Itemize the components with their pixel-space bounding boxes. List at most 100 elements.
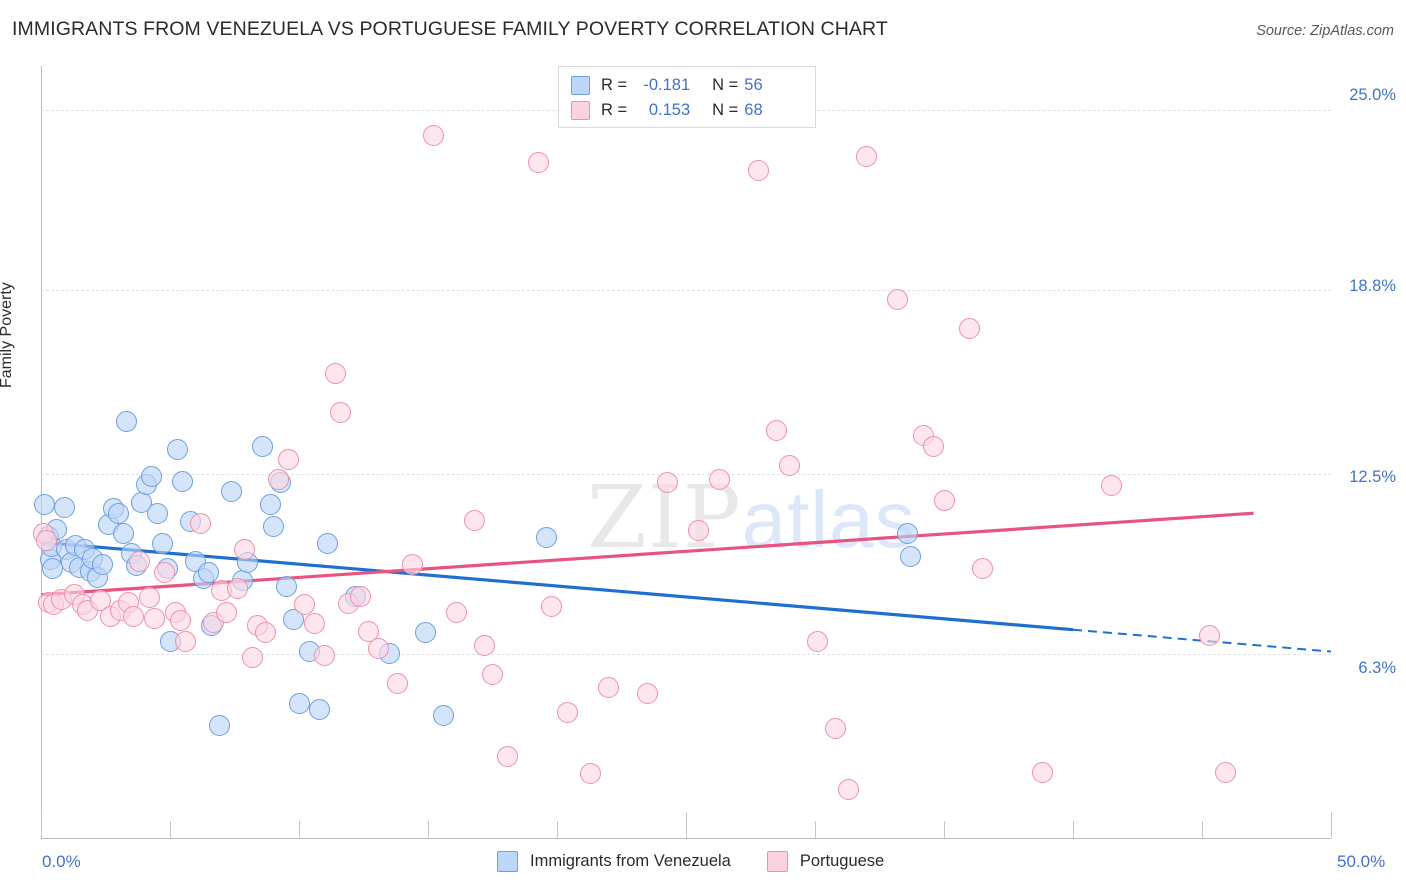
data-point-pink[interactable]: [636, 683, 658, 705]
data-point-pink[interactable]: [474, 635, 496, 657]
data-point-blue[interactable]: [283, 609, 305, 630]
y-axis-title: Family Poverty: [0, 282, 15, 388]
data-point-pink[interactable]: [778, 454, 800, 476]
y-tick-label-25: 25.0%: [1349, 86, 1396, 104]
plot-area: ZIPatlas: [33, 66, 1332, 838]
data-point-pink[interactable]: [293, 594, 315, 616]
data-point-pink[interactable]: [657, 472, 679, 494]
data-point-pink[interactable]: [856, 145, 878, 167]
data-point-pink[interactable]: [528, 151, 550, 173]
legend-item-portuguese[interactable]: Portuguese: [766, 851, 884, 872]
data-point-blue[interactable]: [260, 493, 282, 515]
data-point-pink[interactable]: [688, 520, 710, 542]
x-axis-max-label: 50.0%: [1337, 852, 1386, 871]
data-point-pink[interactable]: [386, 673, 408, 695]
data-point-pink[interactable]: [190, 512, 212, 534]
data-point-pink[interactable]: [556, 702, 578, 724]
data-point-blue[interactable]: [113, 523, 135, 545]
data-point-pink[interactable]: [329, 402, 351, 424]
trend-lines: [40, 511, 1332, 653]
data-point-blue[interactable]: [897, 523, 919, 545]
data-point-pink[interactable]: [314, 645, 336, 667]
data-point-pink[interactable]: [807, 630, 829, 652]
data-point-pink[interactable]: [278, 448, 300, 470]
data-point-pink[interactable]: [324, 362, 346, 384]
data-point-blue[interactable]: [899, 546, 921, 568]
data-point-pink[interactable]: [1214, 761, 1236, 783]
data-point-pink[interactable]: [368, 638, 390, 660]
data-point-blue[interactable]: [432, 705, 454, 727]
data-point-pink[interactable]: [234, 539, 256, 561]
data-point-pink[interactable]: [358, 620, 380, 642]
data-point-blue[interactable]: [167, 438, 189, 460]
data-point-blue[interactable]: [151, 533, 173, 555]
data-point-blue[interactable]: [172, 470, 194, 492]
x-tick-0: [41, 812, 42, 838]
data-point-pink[interactable]: [144, 607, 166, 629]
data-point-pink[interactable]: [242, 646, 264, 668]
data-point-blue[interactable]: [414, 622, 436, 644]
data-point-pink[interactable]: [1199, 625, 1221, 647]
x-tick-9: [1202, 821, 1203, 838]
data-point-blue[interactable]: [92, 553, 114, 575]
data-point-blue[interactable]: [107, 502, 129, 524]
data-point-blue[interactable]: [208, 715, 230, 737]
data-point-pink[interactable]: [933, 489, 955, 511]
data-point-pink[interactable]: [154, 562, 176, 584]
trendline-venezuela: [40, 540, 1074, 632]
data-point-pink[interactable]: [128, 550, 150, 572]
data-point-blue[interactable]: [262, 515, 284, 537]
x-tick-5: [686, 812, 687, 838]
data-point-blue[interactable]: [288, 693, 310, 715]
data-point-pink[interactable]: [226, 578, 248, 600]
data-point-blue[interactable]: [316, 533, 338, 555]
data-point-blue[interactable]: [53, 496, 75, 518]
data-point-pink[interactable]: [402, 553, 424, 575]
data-point-pink[interactable]: [497, 745, 519, 767]
data-point-blue[interactable]: [221, 480, 243, 502]
legend-swatch-venezuela-icon: [571, 76, 590, 95]
data-point-pink[interactable]: [580, 763, 602, 785]
x-tick-10: [1331, 812, 1332, 838]
data-point-blue[interactable]: [115, 410, 137, 432]
data-point-blue[interactable]: [536, 527, 558, 549]
correlation-row-portuguese: R = 0.153 N = 68: [571, 98, 805, 123]
data-point-blue[interactable]: [275, 575, 297, 597]
data-point-blue[interactable]: [146, 502, 168, 524]
data-point-pink[interactable]: [1031, 761, 1053, 783]
data-point-pink[interactable]: [138, 587, 160, 609]
data-point-blue[interactable]: [309, 699, 331, 721]
data-point-pink[interactable]: [422, 125, 444, 147]
data-point-pink[interactable]: [541, 595, 563, 617]
data-point-pink[interactable]: [267, 469, 289, 491]
data-point-pink[interactable]: [254, 622, 276, 644]
data-point-pink[interactable]: [303, 613, 325, 635]
r-label-venezuela: R =: [601, 76, 628, 94]
data-point-pink[interactable]: [463, 509, 485, 531]
data-point-pink[interactable]: [216, 601, 238, 623]
data-point-pink[interactable]: [35, 530, 57, 552]
data-point-pink[interactable]: [923, 435, 945, 457]
y-tick-label-6: 6.3%: [1358, 659, 1396, 677]
data-point-pink[interactable]: [825, 718, 847, 740]
data-point-blue[interactable]: [42, 558, 64, 580]
data-point-pink[interactable]: [959, 317, 981, 339]
data-point-pink[interactable]: [350, 585, 372, 607]
data-point-pink[interactable]: [887, 288, 909, 310]
data-point-pink[interactable]: [838, 779, 860, 801]
data-point-blue[interactable]: [252, 435, 274, 457]
series-legend: Immigrants from Venezuela Portuguese: [497, 851, 920, 872]
data-point-pink[interactable]: [765, 419, 787, 441]
data-point-blue[interactable]: [141, 466, 163, 488]
data-point-pink[interactable]: [598, 677, 620, 699]
data-point-pink[interactable]: [482, 664, 503, 686]
data-point-pink[interactable]: [747, 160, 769, 182]
data-point-pink[interactable]: [709, 469, 731, 491]
data-point-pink[interactable]: [445, 601, 467, 623]
data-point-blue[interactable]: [198, 562, 220, 584]
data-point-pink[interactable]: [1101, 475, 1123, 496]
legend-item-venezuela[interactable]: Immigrants from Venezuela: [497, 851, 731, 872]
data-point-pink[interactable]: [972, 558, 994, 580]
data-point-pink[interactable]: [174, 630, 196, 652]
data-point-pink[interactable]: [123, 606, 145, 628]
